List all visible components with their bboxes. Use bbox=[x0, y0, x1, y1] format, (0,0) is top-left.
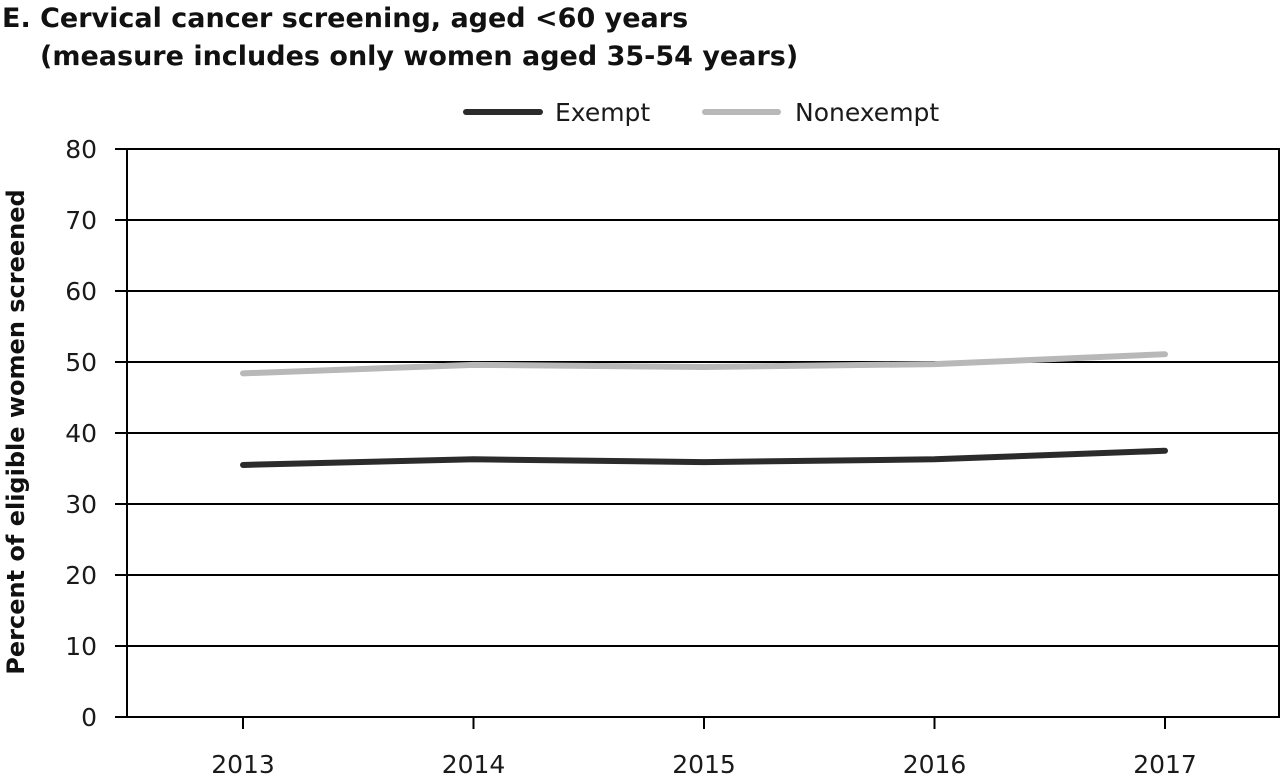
data-point bbox=[242, 372, 244, 374]
y-tick-label: 80 bbox=[65, 135, 97, 164]
data-point bbox=[473, 458, 474, 460]
data-point bbox=[934, 458, 935, 460]
data-point bbox=[1164, 450, 1166, 452]
x-tick-label: 2015 bbox=[672, 750, 736, 774]
x-tick-label: 2016 bbox=[903, 750, 967, 774]
chart-title-line2: (measure includes only women aged 35-54 … bbox=[40, 41, 799, 72]
legend-label-exempt: Exempt bbox=[555, 98, 650, 127]
y-tick-label: 20 bbox=[65, 561, 97, 590]
y-tick-label: 60 bbox=[65, 277, 97, 306]
data-point bbox=[1164, 353, 1166, 355]
y-tick-label: 70 bbox=[65, 206, 97, 235]
chart-title: E. Cervical cancer screening, aged <60 y… bbox=[2, 0, 798, 76]
y-axis-label: Percent of eligible women screened bbox=[2, 189, 30, 674]
data-point bbox=[934, 363, 935, 365]
y-tick-label: 50 bbox=[65, 348, 97, 377]
y-axis-ticks: 0 10 20 30 40 50 60 70 80 bbox=[65, 135, 97, 732]
y-tick-label: 30 bbox=[65, 490, 97, 519]
gridlines bbox=[115, 148, 1280, 718]
legend: Exempt Nonexempt bbox=[463, 98, 939, 127]
y-tick-label: 10 bbox=[65, 632, 97, 661]
series-lines bbox=[240, 351, 1168, 468]
series-line-exempt bbox=[240, 447, 1168, 468]
data-point bbox=[242, 464, 244, 466]
x-tick-label: 2014 bbox=[442, 750, 506, 774]
x-tick-label: 2017 bbox=[1133, 750, 1197, 774]
x-tick-label: 2013 bbox=[211, 750, 275, 774]
data-point bbox=[703, 461, 705, 463]
x-axis-ticks: 2013 2014 2015 2016 2017 bbox=[211, 717, 1197, 774]
data-point bbox=[473, 364, 474, 366]
series-line-nonexempt bbox=[240, 351, 1168, 377]
data-point bbox=[703, 366, 705, 368]
y-tick-label: 0 bbox=[81, 703, 97, 732]
y-tick-label: 40 bbox=[65, 419, 97, 448]
chart-title-line1: E. Cervical cancer screening, aged <60 y… bbox=[2, 3, 689, 34]
legend-label-nonexempt: Nonexempt bbox=[795, 98, 939, 127]
